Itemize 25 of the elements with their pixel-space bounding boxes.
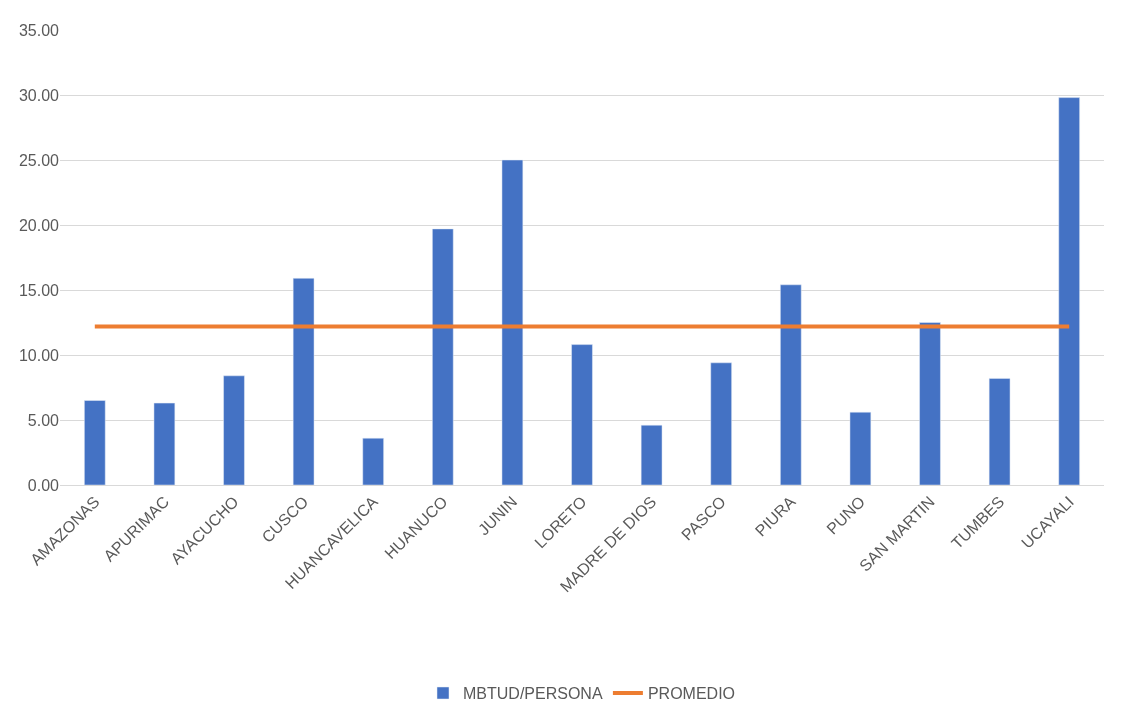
y-tick-label: 35.00 (18, 21, 60, 39)
bar (223, 375, 245, 485)
bar (153, 402, 176, 485)
bar (640, 424, 663, 485)
bar (1058, 97, 1080, 485)
bar (432, 228, 454, 485)
bar (710, 362, 732, 485)
y-tick-label: 20.00 (18, 216, 60, 234)
bar (919, 322, 941, 485)
y-tick-label: 0.00 (27, 476, 60, 494)
bar (988, 378, 1011, 485)
y-tick-label: 30.00 (18, 86, 60, 104)
bar (292, 278, 315, 485)
bar (501, 159, 524, 485)
bar (780, 284, 802, 485)
bar (84, 400, 106, 485)
bar (849, 411, 872, 485)
legend-label: PROMEDIO (647, 685, 736, 703)
bar (571, 344, 593, 485)
y-tick-label: 25.00 (18, 151, 60, 169)
y-tick-label: 15.00 (18, 281, 60, 299)
legend-label: MBTUD/PERSONA (463, 685, 603, 703)
y-tick-label: 5.00 (27, 411, 60, 429)
bar (362, 437, 384, 485)
y-tick-label: 10.00 (18, 346, 60, 364)
